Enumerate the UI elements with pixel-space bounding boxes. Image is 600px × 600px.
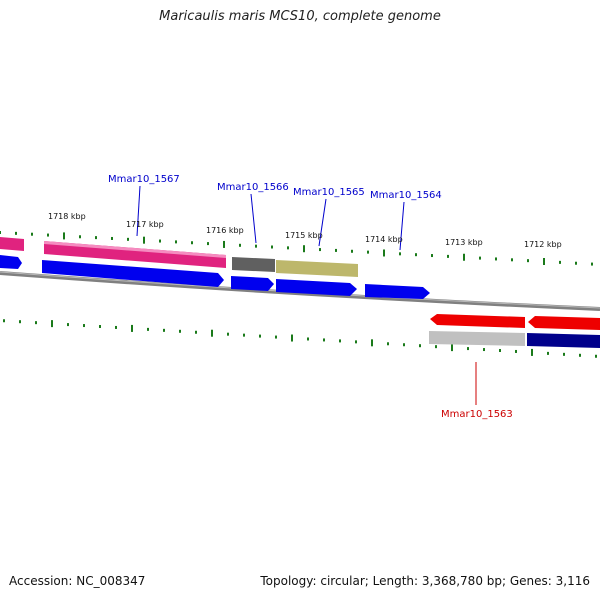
tick-label: 1718 kbp <box>48 212 86 221</box>
gene-label[interactable]: Mmar10_1566 <box>217 182 289 193</box>
cds-blue-4[interactable] <box>365 284 430 299</box>
outer-tick-marks <box>0 231 593 266</box>
feature-dark-gray[interactable] <box>232 257 275 272</box>
feature-pink-left[interactable] <box>0 237 24 251</box>
cds-blue-3[interactable] <box>276 279 357 296</box>
tick-label: 1715 kbp <box>285 231 323 240</box>
cds-red-2[interactable] <box>528 316 600 330</box>
map-title: Maricaulis maris MCS10, complete genome <box>159 9 441 24</box>
inner-tick-marks <box>3 319 597 358</box>
feature-light-gray[interactable] <box>429 331 525 346</box>
label-leader-lines <box>136 185 477 405</box>
tick-label: 1717 kbp <box>126 220 164 229</box>
cds-left-partial[interactable] <box>0 255 22 269</box>
cds-blue-2[interactable] <box>231 276 274 291</box>
gene-labels: Mmar10_1567 Mmar10_1566 Mmar10_1565 Mmar10_… <box>108 174 513 420</box>
accession-text: Accession: NC_008347 <box>9 574 146 588</box>
gene-label[interactable]: Mmar10_1565 <box>293 187 365 198</box>
gene-label[interactable]: Mmar10_1564 <box>370 190 442 201</box>
tick-label: 1712 kbp <box>524 240 562 249</box>
tick-labels: 1718 kbp 1717 kbp 1716 kbp 1715 kbp 1714 kbp… <box>48 212 562 249</box>
gene-label[interactable]: Mmar10_1563 <box>441 409 513 420</box>
cds-red-1[interactable] <box>430 314 525 328</box>
leader-line <box>250 193 257 244</box>
leader-line <box>399 201 405 251</box>
topology-text: Topology: circular; Length: 3,368,780 bp… <box>260 574 590 588</box>
tick-label: 1713 kbp <box>445 238 483 247</box>
feature-navy[interactable] <box>527 333 600 348</box>
tick-label: 1714 kbp <box>365 235 403 244</box>
feature-pink[interactable] <box>44 241 226 268</box>
feature-olive[interactable] <box>276 260 358 277</box>
cds-blue-1[interactable] <box>42 260 224 287</box>
leader-line <box>318 198 327 247</box>
gene-label[interactable]: Mmar10_1567 <box>108 174 180 185</box>
leader-line <box>136 185 141 237</box>
tick-label: 1716 kbp <box>206 226 244 235</box>
